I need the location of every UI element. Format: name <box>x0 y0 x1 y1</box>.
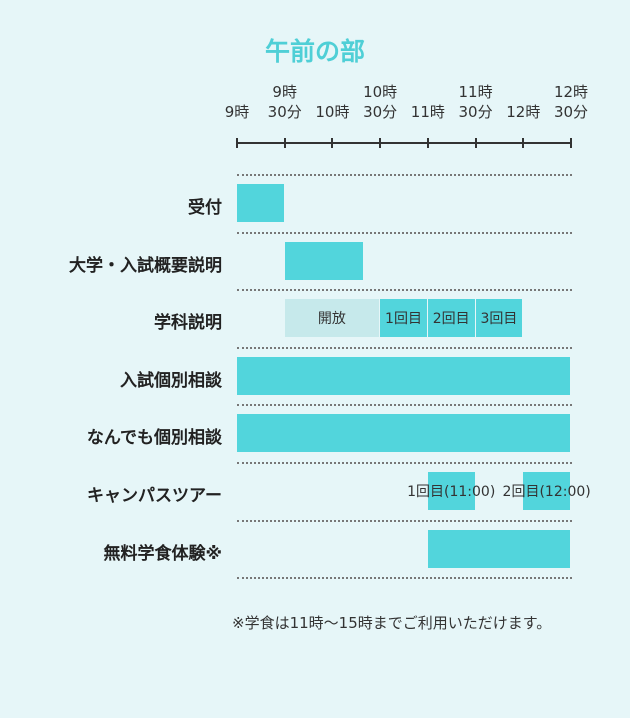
row-label: 学科説明 <box>154 313 222 334</box>
tick-label: 11時 30分 <box>458 83 493 121</box>
tick-label: 12時 30分 <box>553 83 589 121</box>
tick-label: 12時 <box>506 103 541 121</box>
divider <box>237 577 572 580</box>
tick-label: 9時 30分 <box>267 83 302 121</box>
divider <box>237 174 572 176</box>
divider <box>237 289 572 292</box>
divider <box>237 519 572 522</box>
block <box>237 356 570 395</box>
tick <box>379 138 382 148</box>
divider <box>237 404 572 407</box>
block: 1回目(11:00) <box>407 472 495 510</box>
block <box>284 241 363 280</box>
title: 午前の部 <box>264 37 365 66</box>
tick-label: 10時 30分 <box>363 83 398 121</box>
tick <box>522 138 525 148</box>
block: 2回目(12:00) <box>503 472 591 510</box>
tick <box>236 138 238 148</box>
tick <box>331 138 334 148</box>
tick <box>283 138 286 148</box>
row-label: 無料学食体験※ <box>103 543 222 564</box>
divider <box>237 462 572 464</box>
block-label: 1回目(11:00) <box>407 484 496 500</box>
row-label: なんでも個別相談 <box>86 428 222 449</box>
axis-line <box>237 142 571 144</box>
block <box>237 184 284 222</box>
note: ※学食は11時〜15時までご利用いただけます。 <box>232 614 552 632</box>
tick-label: 11時 <box>410 103 445 121</box>
tick <box>474 138 477 148</box>
block: 2回目 <box>427 299 475 338</box>
block: 1回目 <box>380 299 427 338</box>
divider <box>237 231 572 234</box>
tick <box>426 138 429 148</box>
block: 3回目 <box>475 299 523 338</box>
block-label: 2回目(12:00) <box>502 484 591 500</box>
block-label: 2回目 <box>432 311 470 328</box>
block <box>427 529 570 568</box>
tick-label: 9時 <box>224 103 250 121</box>
divider <box>237 346 572 349</box>
tick-label: 10時 <box>315 103 350 121</box>
row-label: 大学・入試概要説明 <box>69 255 222 276</box>
block-label: 3回目 <box>480 311 518 328</box>
tick <box>570 138 572 148</box>
row-label: 入試個別相談 <box>120 370 222 391</box>
block-label: 開放 <box>317 311 346 328</box>
block: 開放 <box>284 299 380 338</box>
block-label: 1回目 <box>385 311 422 328</box>
row-label: キャンパスツアー <box>87 486 222 506</box>
row-label: 受付 <box>188 198 222 218</box>
block <box>237 414 570 453</box>
